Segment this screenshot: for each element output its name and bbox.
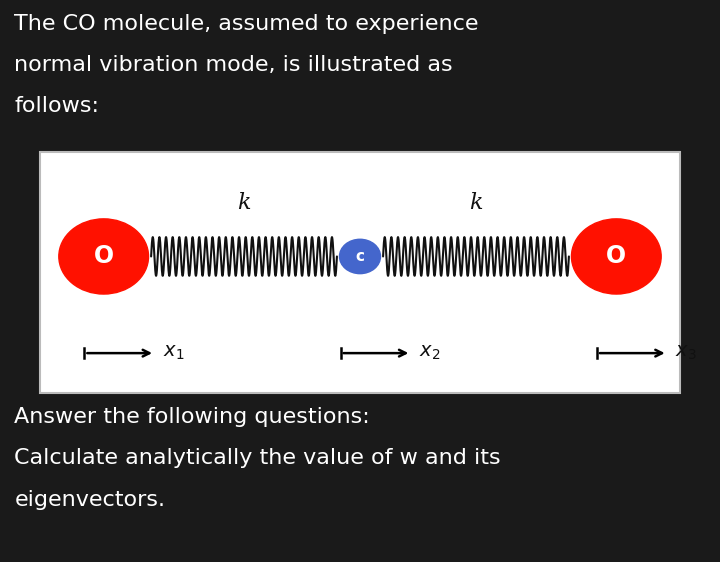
Text: Answer the following questions:: Answer the following questions: — [14, 407, 370, 428]
Text: O: O — [94, 244, 114, 269]
Text: $x_3$: $x_3$ — [675, 344, 697, 362]
Text: k: k — [238, 192, 251, 214]
Text: $x_1$: $x_1$ — [163, 344, 184, 362]
Circle shape — [340, 239, 380, 274]
Text: normal vibration mode, is illustrated as: normal vibration mode, is illustrated as — [14, 55, 453, 75]
Circle shape — [572, 219, 661, 294]
Text: eigenvectors.: eigenvectors. — [14, 490, 166, 510]
Text: Calculate analytically the value of w and its: Calculate analytically the value of w an… — [14, 448, 501, 469]
Text: c: c — [356, 249, 364, 264]
Text: $x_2$: $x_2$ — [419, 344, 440, 362]
Circle shape — [59, 219, 148, 294]
Text: k: k — [469, 192, 482, 214]
Text: O: O — [606, 244, 626, 269]
Text: The CO molecule, assumed to experience: The CO molecule, assumed to experience — [14, 14, 479, 34]
FancyBboxPatch shape — [40, 152, 680, 393]
Text: follows:: follows: — [14, 96, 99, 116]
